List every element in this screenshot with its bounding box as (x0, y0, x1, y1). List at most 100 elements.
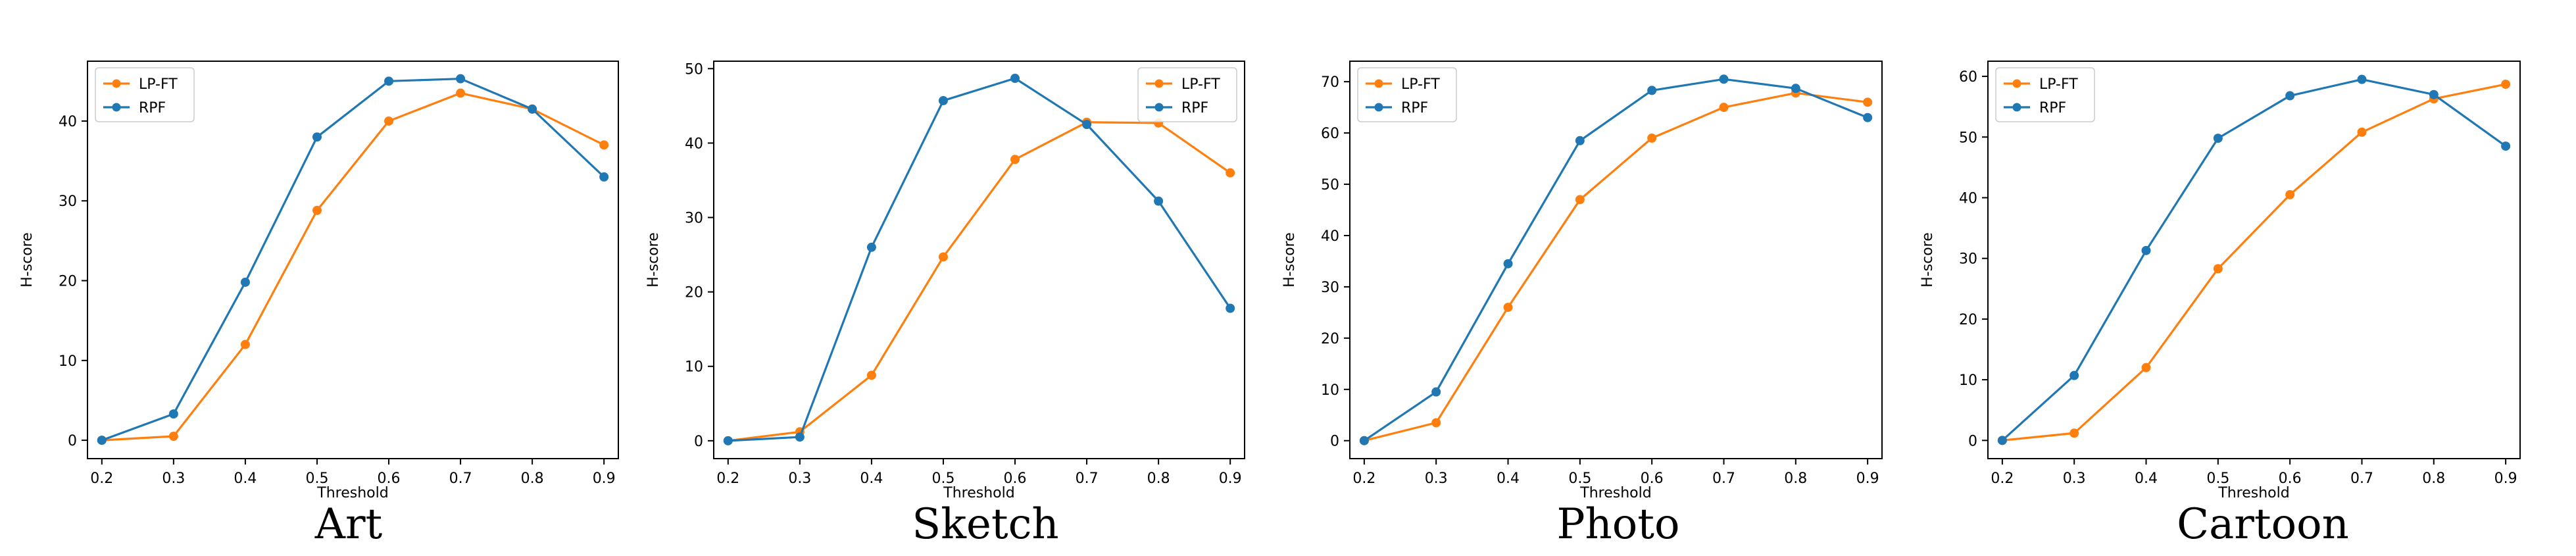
data-point-lp-ft (2069, 428, 2079, 438)
plot-frame (1987, 61, 2521, 459)
plot-frame (87, 61, 619, 459)
x-axis-label: Threshold (943, 485, 1014, 501)
y-tick-label: 30 (1959, 251, 1977, 268)
y-tick-label: 30 (1321, 280, 1339, 296)
data-point-rpf (2069, 370, 2079, 380)
y-axis-label: H-score (1281, 232, 1298, 288)
data-point-rpf (1575, 136, 1585, 145)
y-tick-label: 40 (1321, 228, 1339, 245)
data-point-lp-ft (2141, 363, 2151, 372)
x-tick-label: 0.6 (378, 470, 401, 487)
legend-marker-rpf (1154, 103, 1164, 112)
x-tick-label: 0.7 (1076, 470, 1099, 487)
data-point-lp-ft (2285, 190, 2295, 199)
data-point-lp-ft (2213, 264, 2223, 274)
x-tick-label: 0.8 (521, 470, 544, 487)
data-point-rpf (723, 436, 733, 445)
data-point-rpf (1503, 259, 1513, 268)
legend-label: LP-FT (2039, 76, 2078, 93)
legend-label: RPF (2039, 100, 2066, 116)
series-line-rpf (1363, 78, 1868, 442)
chart-art: 0.2 0.3 0.4 0.5 0.6 0.7 0.8 0.9 0 10 20 30 40 Thresho… (19, 61, 619, 549)
x-tick-label: 0.8 (1784, 470, 1807, 487)
data-point-rpf (599, 172, 609, 182)
data-point-lp-ft (1503, 303, 1513, 313)
data-point-lp-ft (1719, 103, 1729, 113)
series-line-rpf (728, 77, 1231, 442)
legend-label: LP-FT (139, 76, 178, 93)
x-axis-label: Threshold (2217, 485, 2289, 501)
y-tick-label: 60 (1321, 126, 1339, 142)
data-point-lp-ft (456, 88, 466, 98)
data-point-rpf (2141, 245, 2151, 255)
x-tick-label: 0.9 (593, 470, 616, 487)
x-tick-label: 0.5 (931, 470, 954, 487)
x-tick-label: 0.3 (2063, 470, 2086, 487)
data-point-rpf (1791, 84, 1800, 93)
data-point-rpf (938, 95, 948, 105)
x-axis-label: Threshold (316, 485, 388, 501)
x-tick-label: 0.9 (1856, 470, 1879, 487)
y-axis-label: H-score (645, 232, 662, 288)
legend-label: RPF (1181, 100, 1208, 116)
data-point-rpf (1359, 436, 1369, 445)
data-point-rpf (1647, 86, 1657, 95)
legend-label: RPF (1401, 100, 1428, 116)
data-point-rpf (2285, 91, 2295, 101)
chart-caption: Photo (1556, 500, 1679, 549)
series-line-rpf (2001, 78, 2507, 442)
legend: LP-FT RPF (1357, 67, 1457, 122)
data-point-lp-ft (1226, 168, 1235, 178)
x-tick-label: 0.6 (2279, 470, 2302, 487)
plot-frame (713, 61, 1245, 459)
chart-photo: 0.2 0.3 0.4 0.5 0.6 0.7 0.8 0.9 0 10 20 30 40 50 60 70 T… (1281, 61, 1883, 549)
data-point-rpf (1226, 303, 1235, 313)
chart-sketch: 0.2 0.3 0.4 0.5 0.6 0.7 0.8 0.9 0 10 20 30 40 50 Thres… (645, 61, 1245, 549)
legend-marker-rpf (2012, 103, 2021, 112)
y-tick-label: 50 (1321, 177, 1339, 193)
data-point-lp-ft (599, 140, 609, 150)
y-tick-label: 10 (1321, 382, 1339, 399)
y-tick-label: 10 (59, 353, 77, 370)
legend: LP-FT RPF (95, 67, 195, 122)
y-tick-label: 40 (1959, 190, 1977, 207)
y-tick-label: 40 (59, 114, 77, 130)
data-point-lp-ft (240, 340, 250, 349)
y-tick-label: 0 (68, 433, 77, 449)
x-tick-label: 0.7 (2350, 470, 2373, 487)
x-tick-label: 0.3 (1425, 470, 1448, 487)
x-tick-label: 0.9 (1219, 470, 1242, 487)
x-tick-label: 0.2 (1991, 470, 2014, 487)
data-point-rpf (384, 76, 394, 86)
data-point-rpf (312, 132, 322, 142)
plot-frame (1349, 61, 1883, 459)
legend-marker-lp-ft (112, 79, 121, 88)
x-tick-label: 0.5 (305, 470, 328, 487)
data-point-rpf (1719, 74, 1729, 84)
y-tick-label: 20 (1321, 331, 1339, 347)
data-point-rpf (456, 74, 466, 84)
y-tick-label: 0 (694, 434, 703, 450)
y-tick-label: 0 (1968, 433, 1977, 449)
data-point-lp-ft (1647, 133, 1657, 143)
legend-label: LP-FT (1181, 76, 1220, 93)
data-point-rpf (866, 242, 876, 252)
y-tick-label: 60 (1959, 69, 1977, 86)
y-tick-label: 50 (1959, 130, 1977, 146)
series-line-lp-ft (2002, 83, 2506, 442)
data-point-rpf (1431, 387, 1441, 397)
y-axis-label: H-score (1920, 232, 1936, 288)
legend: LP-FT RPF (1995, 67, 2095, 122)
data-point-rpf (2357, 74, 2367, 84)
chart-caption: Art (314, 500, 383, 549)
y-tick-label: 0 (1330, 434, 1339, 450)
y-tick-label: 40 (685, 136, 703, 152)
data-point-lp-ft (866, 370, 876, 380)
y-tick-label: 20 (59, 274, 77, 290)
data-point-lp-ft (938, 252, 948, 262)
series-line-lp-ft (1364, 91, 1868, 442)
legend-label: LP-FT (1401, 76, 1440, 93)
legend: LP-FT RPF (1137, 67, 1237, 122)
